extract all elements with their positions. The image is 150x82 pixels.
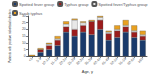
svg-text:15: 15 (22, 34, 26, 38)
svg-text:≥65: ≥65 (137, 57, 144, 64)
svg-text:Spotted fever group: Spotted fever group (19, 2, 55, 7)
svg-text:25-29: 25-29 (67, 57, 76, 66)
svg-text:50-54: 50-54 (109, 57, 118, 66)
svg-text:20: 20 (22, 27, 26, 31)
svg-text:40-44: 40-44 (92, 57, 101, 66)
svg-text:Patients with positive rickett: Patients with positive rickettsial infec… (8, 9, 12, 63)
svg-text:10-14: 10-14 (41, 57, 50, 66)
svg-text:35-39: 35-39 (84, 57, 93, 66)
svg-text:20-24: 20-24 (58, 57, 67, 66)
svg-text:15-19: 15-19 (50, 57, 59, 66)
svg-text:0: 0 (24, 54, 26, 58)
svg-text:Age, y: Age, y (82, 69, 93, 74)
svg-text:45-49: 45-49 (101, 57, 110, 66)
svg-text:10: 10 (22, 41, 26, 45)
svg-text:60-64: 60-64 (127, 57, 136, 66)
svg-text:Scrub typhus: Scrub typhus (19, 11, 42, 16)
svg-text:Spotted fever/Typhus group: Spotted fever/Typhus group (98, 2, 148, 7)
svg-text:25: 25 (22, 21, 26, 25)
svg-text:Typhus group: Typhus group (64, 2, 89, 7)
svg-text:30: 30 (21, 14, 26, 18)
svg-text:5-9: 5-9 (35, 56, 42, 64)
svg-text:5: 5 (24, 48, 26, 52)
svg-text:55-59: 55-59 (118, 57, 127, 66)
svg-text:<5: <5 (28, 57, 34, 63)
svg-text:30-34: 30-34 (75, 57, 84, 66)
